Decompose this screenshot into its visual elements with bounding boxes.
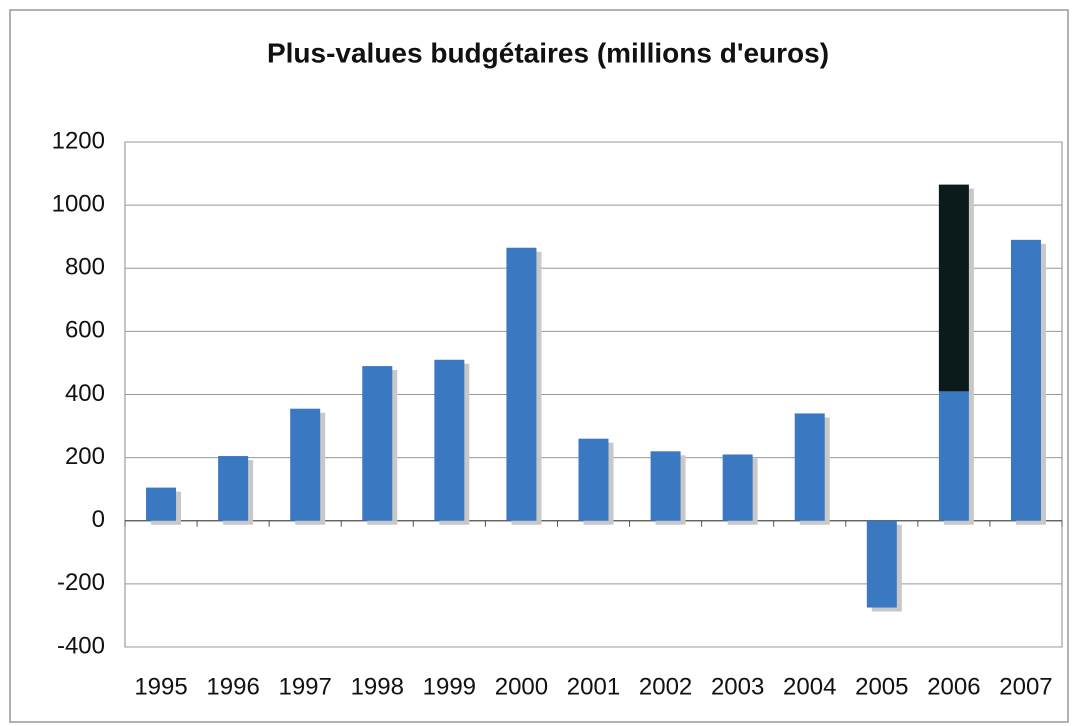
bar (434, 359, 465, 521)
bar (290, 408, 321, 521)
x-tick-label: 2003 (711, 673, 764, 700)
bar (146, 487, 177, 521)
x-tick-label: 1997 (278, 673, 331, 700)
bar (1010, 239, 1041, 521)
x-tick-label: 2005 (855, 673, 908, 700)
x-tick-label: 1995 (134, 673, 187, 700)
bar (794, 413, 825, 521)
x-tick-label: 1996 (206, 673, 259, 700)
x-tick-label: 2000 (495, 673, 548, 700)
bar (722, 454, 753, 521)
y-tick-label: -400 (57, 632, 105, 659)
x-tick-label: 2006 (927, 673, 980, 700)
y-tick-label: 1200 (52, 127, 105, 154)
x-tick-label: 2001 (567, 673, 620, 700)
y-tick-label: 0 (92, 506, 105, 533)
bar (938, 391, 969, 521)
y-tick-label: 800 (65, 254, 105, 281)
bar (506, 247, 537, 521)
bar (218, 456, 249, 521)
x-tick-label: 2002 (639, 673, 692, 700)
bar (362, 366, 393, 521)
bar (578, 438, 609, 521)
y-tick-label: -200 (57, 569, 105, 596)
x-tick-label: 1999 (423, 673, 476, 700)
y-tick-label: 400 (65, 380, 105, 407)
y-tick-label: 200 (65, 443, 105, 470)
y-tick-label: 1000 (52, 190, 105, 217)
x-tick-label: 2004 (783, 673, 836, 700)
chart-title: Plus-values budgétaires (millions d'euro… (267, 37, 829, 68)
bar (650, 451, 681, 521)
y-tick-label: 600 (65, 317, 105, 344)
bar (866, 520, 897, 608)
bar (938, 184, 969, 392)
x-tick-label: 1998 (351, 673, 404, 700)
x-tick-label: 2007 (999, 673, 1052, 700)
